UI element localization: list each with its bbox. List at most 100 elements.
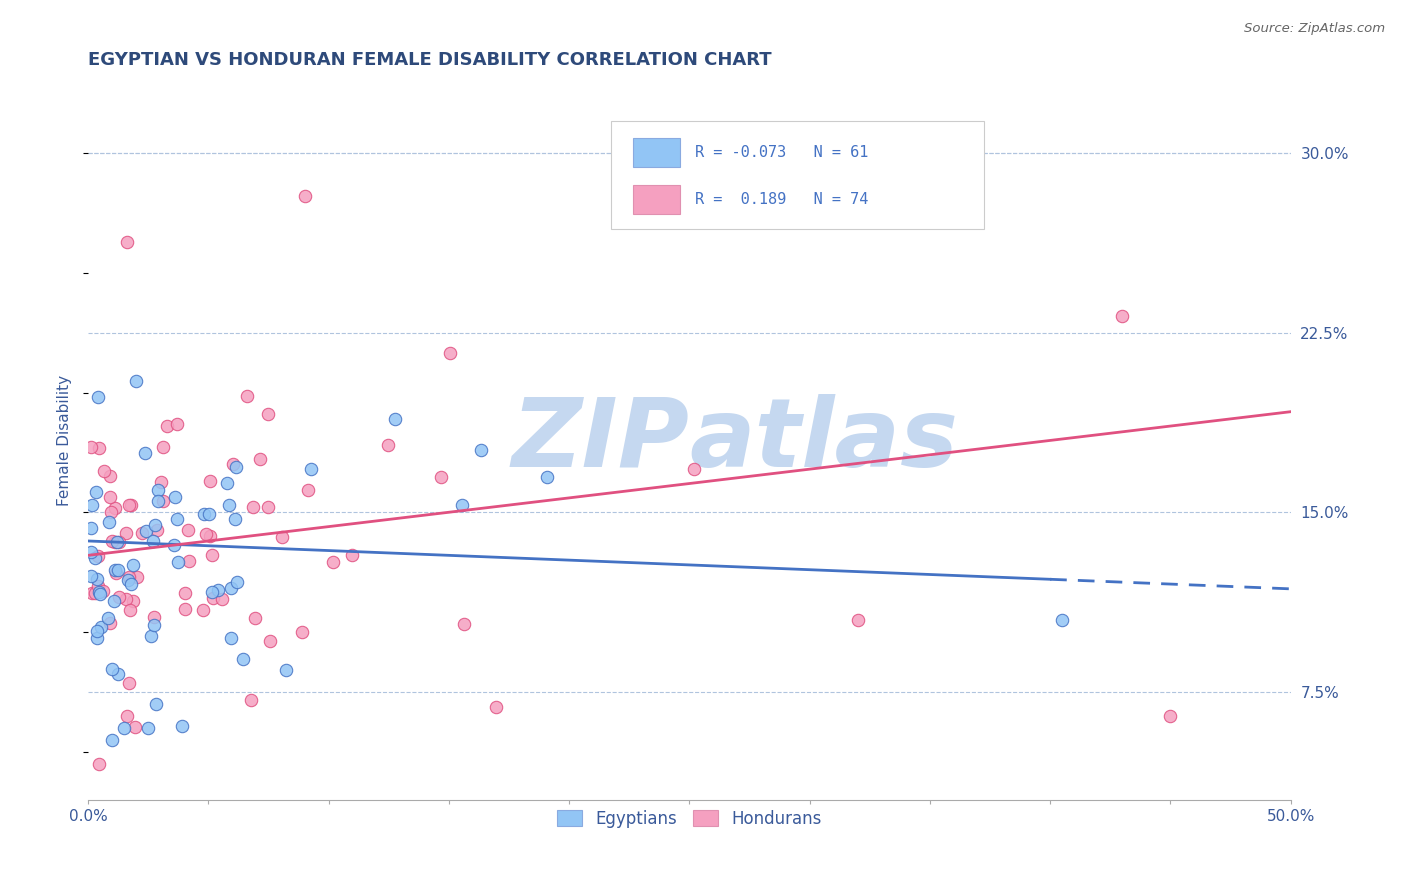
Point — [274, 663, 297, 677]
Point — [1050, 613, 1073, 627]
Point — [225, 459, 247, 474]
Point — [98, 615, 121, 630]
Point — [87, 579, 110, 593]
Point — [211, 591, 233, 606]
Point — [98, 468, 121, 483]
Point — [79, 568, 101, 582]
Point — [97, 611, 120, 625]
Point — [239, 693, 262, 707]
Point — [117, 235, 139, 249]
Point — [342, 548, 364, 562]
Text: ZIP: ZIP — [512, 394, 689, 487]
Point — [256, 500, 278, 515]
Point — [271, 530, 294, 544]
Point — [536, 470, 558, 484]
Point — [249, 452, 271, 467]
Point — [198, 474, 221, 488]
Point — [89, 586, 111, 600]
Point — [118, 570, 141, 584]
Point — [105, 566, 128, 581]
Point — [222, 457, 245, 471]
Point — [198, 507, 221, 521]
Point — [104, 534, 127, 549]
Point — [120, 603, 142, 617]
Point — [86, 631, 108, 645]
Point — [191, 602, 214, 616]
Point — [245, 611, 267, 625]
Point — [98, 515, 121, 529]
Point — [131, 526, 153, 541]
Point — [297, 483, 319, 497]
Point — [682, 462, 704, 476]
Point — [82, 499, 104, 513]
Text: EGYPTIAN VS HONDURAN FEMALE DISABILITY CORRELATION CHART: EGYPTIAN VS HONDURAN FEMALE DISABILITY C… — [89, 51, 772, 69]
Point — [86, 572, 108, 586]
Point — [82, 586, 104, 600]
Legend: Egyptians, Hondurans: Egyptians, Hondurans — [550, 803, 828, 834]
Point — [134, 445, 156, 459]
Point — [221, 632, 243, 646]
Point — [207, 582, 229, 597]
Point — [86, 484, 108, 499]
Point — [121, 558, 143, 573]
Point — [86, 549, 108, 563]
Point — [124, 720, 146, 734]
Point — [430, 469, 453, 483]
Point — [201, 584, 224, 599]
Point — [142, 534, 165, 549]
Text: R = -0.073   N = 61: R = -0.073 N = 61 — [696, 145, 869, 160]
Point — [86, 624, 108, 639]
Point — [79, 440, 101, 454]
Point — [89, 441, 111, 455]
Point — [98, 490, 121, 504]
Point — [107, 563, 129, 577]
Point — [120, 498, 142, 512]
Point — [384, 412, 406, 426]
Point — [136, 721, 159, 735]
Point — [219, 581, 242, 595]
Point — [107, 590, 129, 604]
Point — [225, 575, 247, 590]
Point — [107, 666, 129, 681]
Point — [177, 524, 200, 538]
Point — [194, 527, 217, 541]
Point — [125, 570, 148, 584]
Point — [101, 732, 124, 747]
Point — [117, 498, 139, 512]
Point — [174, 586, 197, 600]
Point — [142, 610, 165, 624]
Point — [259, 633, 281, 648]
Point — [112, 721, 135, 735]
Point — [90, 620, 112, 634]
Point — [163, 538, 186, 552]
Point — [146, 483, 169, 497]
Point — [470, 443, 492, 458]
Point — [79, 545, 101, 559]
Point — [166, 512, 188, 526]
Point — [1159, 708, 1181, 723]
Point — [87, 756, 110, 771]
Point — [291, 624, 314, 639]
Point — [165, 490, 187, 504]
Y-axis label: Female Disability: Female Disability — [58, 375, 72, 506]
Point — [166, 555, 188, 569]
Point — [86, 390, 108, 404]
Point — [84, 586, 107, 600]
Point — [156, 418, 179, 433]
Point — [1111, 309, 1133, 323]
Point — [101, 533, 124, 548]
Point — [104, 501, 127, 516]
Point — [256, 407, 278, 421]
Point — [117, 709, 139, 723]
Point — [120, 576, 142, 591]
Point — [125, 374, 148, 388]
Point — [108, 535, 131, 549]
Point — [118, 675, 141, 690]
Text: Source: ZipAtlas.com: Source: ZipAtlas.com — [1244, 22, 1385, 36]
Point — [146, 524, 169, 538]
Point — [201, 548, 224, 562]
Point — [299, 461, 322, 475]
Point — [91, 584, 114, 599]
Point — [198, 529, 221, 543]
Point — [139, 629, 162, 643]
